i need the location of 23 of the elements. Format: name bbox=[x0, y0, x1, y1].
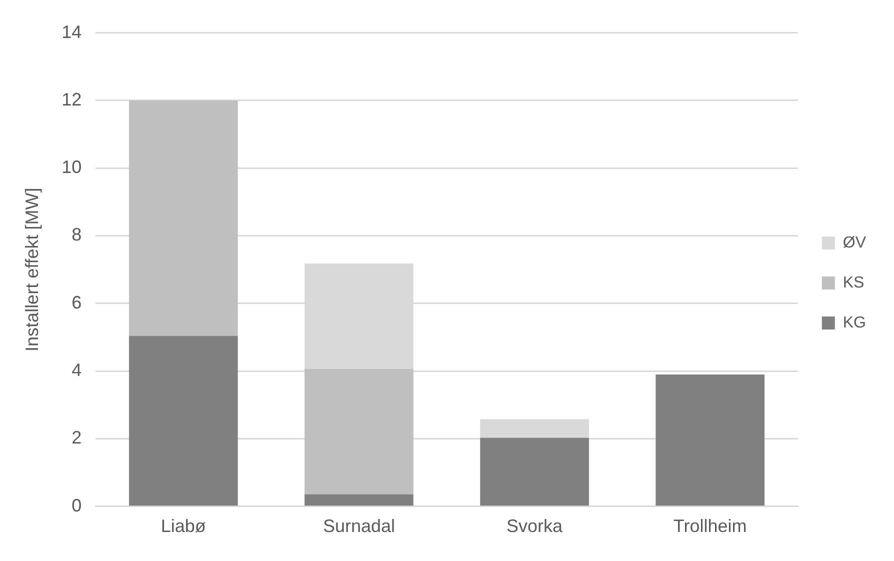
legend-label: KG bbox=[842, 314, 866, 332]
bar bbox=[128, 100, 238, 336]
x-tick-label: Liabø bbox=[160, 516, 206, 536]
bar bbox=[480, 419, 589, 438]
y-tick-label: 4 bbox=[72, 360, 82, 380]
y-tick-label: 6 bbox=[72, 292, 82, 312]
legend-label: KS bbox=[842, 274, 864, 292]
y-tick-label: 2 bbox=[72, 428, 82, 448]
bar bbox=[656, 374, 765, 506]
y-axis-title: Installert effekt [MW] bbox=[22, 188, 42, 352]
y-tick-label: 0 bbox=[72, 495, 82, 516]
y-tick-label: 8 bbox=[72, 224, 82, 245]
y-tick-label: 10 bbox=[62, 157, 82, 178]
x-tick-label: Svorka bbox=[506, 516, 564, 536]
bar bbox=[304, 494, 414, 506]
y-tick-label: 12 bbox=[62, 89, 82, 110]
x-tick-label: Trollheim bbox=[673, 516, 747, 536]
y-tick-label: 14 bbox=[62, 22, 82, 42]
x-tick-label: Surnadal bbox=[322, 516, 395, 536]
legend-label: ØV bbox=[842, 234, 866, 252]
bar bbox=[128, 336, 238, 506]
bar bbox=[480, 438, 589, 506]
bar bbox=[304, 369, 414, 494]
